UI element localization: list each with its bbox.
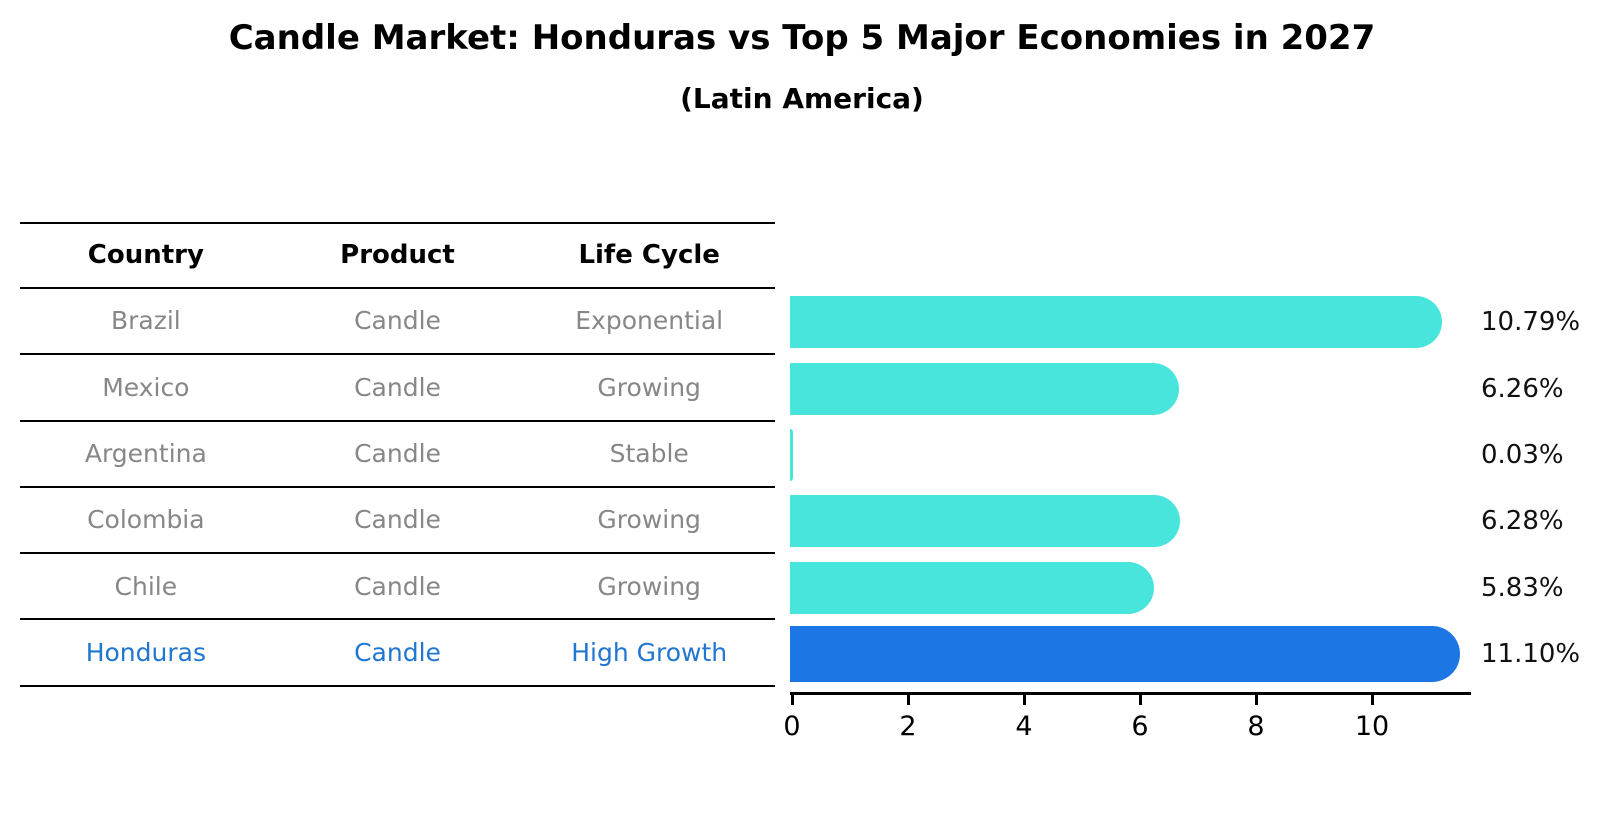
x-tick-label: 2 bbox=[899, 711, 917, 742]
table-cell-product: Candle bbox=[354, 372, 441, 402]
value-label: 6.28% bbox=[1481, 506, 1564, 537]
bar bbox=[790, 362, 1180, 415]
table-cell-country: Colombia bbox=[87, 505, 205, 535]
bar bbox=[790, 428, 793, 481]
value-label: 5.83% bbox=[1481, 572, 1564, 603]
table-cell-life-cycle: Exponential bbox=[575, 306, 724, 336]
bar bbox=[790, 495, 1181, 548]
x-tick bbox=[1371, 692, 1374, 705]
table-row: Chile Candle Growing bbox=[20, 554, 775, 621]
x-tick bbox=[1139, 692, 1142, 705]
chart-subtitle: (Latin America) bbox=[680, 82, 924, 115]
value-label: 6.26% bbox=[1481, 373, 1564, 404]
value-label: 10.79% bbox=[1481, 307, 1581, 338]
table-row: Brazil Candle Exponential bbox=[20, 289, 775, 356]
table-header-life-cycle: Life Cycle bbox=[578, 240, 720, 271]
table-cell-life-cycle: Stable bbox=[609, 438, 689, 468]
value-label: 0.03% bbox=[1481, 439, 1564, 470]
x-axis-line bbox=[790, 692, 1471, 695]
x-tick-label: 10 bbox=[1354, 711, 1390, 742]
table-cell-life-cycle: Growing bbox=[597, 505, 701, 535]
table-cell-country: Brazil bbox=[110, 306, 181, 336]
table-cell-product: Candle bbox=[354, 505, 441, 535]
bar bbox=[790, 296, 1442, 349]
x-tick bbox=[907, 692, 910, 705]
table-cell-product: Candle bbox=[354, 438, 441, 468]
table-cell-country: Chile bbox=[114, 571, 178, 601]
x-tick-label: 4 bbox=[1015, 711, 1033, 742]
x-tick-label: 8 bbox=[1247, 711, 1265, 742]
table-cell-product: Candle bbox=[354, 637, 441, 667]
bar-highlight bbox=[790, 625, 1460, 682]
table-header-row: Country Product Life Cycle bbox=[20, 222, 775, 289]
table-cell-country: Argentina bbox=[84, 438, 207, 468]
table-cell-country: Mexico bbox=[102, 372, 190, 402]
x-tick-label: 6 bbox=[1131, 711, 1149, 742]
table-cell-product: Candle bbox=[354, 306, 441, 336]
table-cell-life-cycle: Growing bbox=[597, 372, 701, 402]
table-row: Mexico Candle Growing bbox=[20, 355, 775, 422]
chart-title: Candle Market: Honduras vs Top 5 Major E… bbox=[228, 18, 1376, 58]
x-tick-label: 0 bbox=[783, 711, 801, 742]
table-cell-life-cycle: High Growth bbox=[571, 637, 728, 667]
x-tick bbox=[1255, 692, 1258, 705]
table-header-country: Country bbox=[87, 240, 204, 271]
table-row: Argentina Candle Stable bbox=[20, 422, 775, 488]
table-row: Colombia Candle Growing bbox=[20, 488, 775, 555]
bar bbox=[790, 561, 1155, 614]
table-row: Honduras Candle High Growth bbox=[20, 621, 775, 687]
table-cell-life-cycle: Growing bbox=[597, 571, 701, 601]
x-tick bbox=[1023, 692, 1026, 705]
table-header-product: Product bbox=[340, 240, 455, 271]
x-tick bbox=[791, 692, 794, 705]
table-cell-country: Honduras bbox=[85, 637, 206, 667]
value-label: 11.10% bbox=[1481, 638, 1581, 669]
table-cell-product: Candle bbox=[354, 571, 441, 601]
